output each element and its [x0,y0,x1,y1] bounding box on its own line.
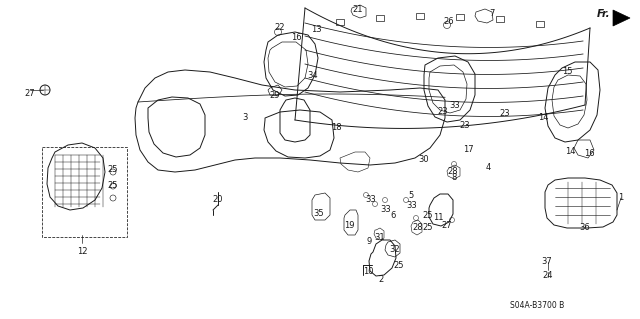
Text: 27: 27 [442,220,452,229]
Text: 21: 21 [353,5,364,14]
Text: 24: 24 [543,271,553,280]
Text: 31: 31 [374,234,385,242]
Text: 18: 18 [331,123,341,132]
Text: 6: 6 [390,211,396,219]
Text: 14: 14 [564,146,575,155]
Text: 33: 33 [406,202,417,211]
Text: 9: 9 [366,236,372,246]
Text: 28: 28 [448,167,458,176]
Text: 29: 29 [269,91,280,100]
Text: 3: 3 [243,114,248,122]
Text: 25: 25 [423,224,433,233]
Text: 19: 19 [344,221,355,231]
Text: 1: 1 [618,194,623,203]
Text: 4: 4 [485,162,491,172]
Text: 27: 27 [25,88,35,98]
Text: 22: 22 [275,24,285,33]
Text: 17: 17 [463,145,474,153]
Text: 7: 7 [490,9,495,18]
Text: 25: 25 [394,261,404,270]
Text: 37: 37 [541,257,552,266]
Text: 2: 2 [378,276,383,285]
Text: 34: 34 [308,70,318,79]
Text: 11: 11 [433,213,444,222]
Text: 26: 26 [444,18,454,26]
Text: 13: 13 [310,26,321,34]
Text: 35: 35 [314,209,324,218]
Text: S04A-B3700 B: S04A-B3700 B [510,300,564,309]
Text: 20: 20 [212,195,223,204]
Text: 28: 28 [413,224,423,233]
Text: 10: 10 [363,266,373,276]
Text: 23: 23 [460,122,470,130]
Text: Fr.: Fr. [597,9,611,19]
Text: 30: 30 [419,154,429,164]
Text: 14: 14 [538,114,548,122]
Text: 16: 16 [584,149,595,158]
Text: 33: 33 [450,100,460,109]
Text: 25: 25 [108,181,118,189]
Text: 36: 36 [580,222,590,232]
Text: 8: 8 [451,174,457,182]
Polygon shape [613,10,630,26]
Text: 15: 15 [562,68,572,77]
Text: 16: 16 [291,33,301,42]
Text: 23: 23 [500,108,510,117]
Text: 33: 33 [365,195,376,204]
Text: 23: 23 [438,107,448,115]
Text: 12: 12 [77,248,87,256]
Text: 33: 33 [381,205,392,214]
Text: 25: 25 [108,166,118,174]
Text: 32: 32 [390,244,400,254]
Text: 25: 25 [423,211,433,219]
Text: 5: 5 [408,191,413,201]
Bar [42,147,127,237]
